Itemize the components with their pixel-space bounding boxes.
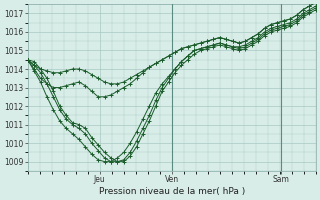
X-axis label: Pression niveau de la mer( hPa ): Pression niveau de la mer( hPa ): [99, 187, 245, 196]
